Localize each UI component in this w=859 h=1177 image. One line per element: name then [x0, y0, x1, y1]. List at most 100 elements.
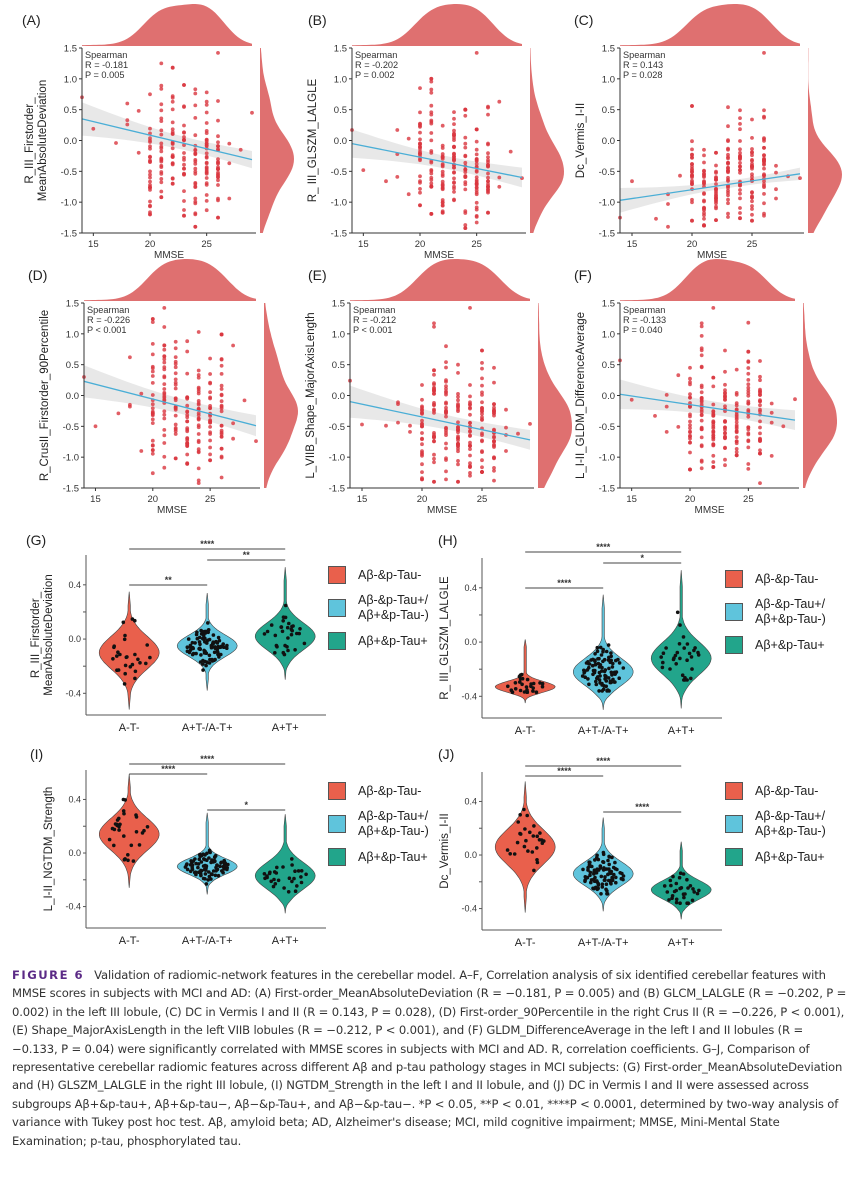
data-point [292, 876, 296, 881]
scatter-point [452, 165, 456, 170]
scatter-point [746, 378, 751, 382]
scatter-point [418, 174, 422, 179]
data-point [145, 643, 149, 647]
scatter-point [474, 147, 479, 152]
scatter-point [408, 423, 412, 428]
scatter-point [182, 199, 186, 203]
data-point [189, 859, 193, 863]
scatter-point [432, 381, 436, 386]
data-point [693, 646, 697, 650]
scatter-point [750, 150, 754, 155]
scatter-point [688, 414, 692, 419]
significance-label: * [640, 553, 644, 563]
scatter-point [486, 187, 490, 191]
legend-item-pos: Aβ+&p-Tau+ [725, 636, 826, 654]
data-point [612, 872, 616, 877]
data-point [539, 838, 544, 842]
legend-swatch-green [328, 632, 346, 650]
significance-label: **** [596, 542, 611, 552]
scatter-point [440, 203, 445, 208]
scatter-point [170, 127, 175, 132]
data-point [532, 868, 536, 873]
scatter-point [746, 391, 751, 395]
scatter-point [170, 142, 175, 146]
scatter-point [699, 435, 704, 440]
data-point [590, 663, 595, 668]
data-point [603, 673, 607, 678]
scatter-point [738, 206, 742, 210]
scatter-point [758, 425, 762, 430]
scatter-point [468, 471, 472, 475]
scatter-point [182, 83, 186, 87]
scatter-point [734, 439, 739, 444]
legend-item-pos: Aβ+&p-Tau+ [725, 848, 826, 866]
legend-swatch-red [328, 782, 346, 800]
scatter-point [444, 405, 448, 410]
x-tick-label: A+T-/A-T+ [578, 725, 629, 737]
scatter-point [193, 87, 198, 92]
scatter-point [150, 438, 155, 443]
scatter-point [474, 152, 479, 157]
violin-points [107, 797, 150, 863]
scatter-point [714, 189, 718, 194]
data-point [518, 688, 523, 693]
data-point [123, 633, 127, 638]
data-point [604, 679, 609, 683]
scatter-point [204, 110, 209, 115]
x-tick-label: 15 [90, 494, 101, 505]
scatter-point [714, 198, 718, 203]
scatter-point [750, 190, 754, 195]
scatter-point [746, 388, 751, 393]
scatter-point [432, 386, 436, 391]
data-point [276, 878, 281, 883]
scatter-point [219, 399, 224, 404]
scatter-point [159, 170, 164, 174]
scatter-point [456, 420, 460, 425]
scatter-point [420, 462, 424, 467]
data-point [596, 868, 601, 872]
scatter-point [738, 191, 742, 196]
scatter-point [480, 417, 484, 422]
data-point [611, 677, 615, 682]
scatter-point [159, 61, 164, 66]
legend-item-mixed: Aβ-&p-Tau+/Aβ+&p-Tau-) [725, 809, 826, 839]
scatter-point [762, 201, 766, 206]
significance-label: * [244, 800, 248, 810]
scatter-point [690, 162, 694, 166]
data-point [211, 869, 216, 873]
scatter-chart-b: -1.5 -1.0 -0.5 0.0 0.5 1.0 1.5 15 20 25 MMSE R_ III… [307, 4, 564, 261]
scatter-point [182, 155, 186, 160]
data-point [201, 668, 205, 672]
scatter-point [444, 446, 448, 451]
data-point [619, 876, 624, 881]
scatter-point [219, 372, 224, 376]
scatter-point [702, 198, 706, 203]
data-point [134, 815, 139, 819]
scatter-point [204, 169, 209, 174]
scatter-point [159, 144, 164, 149]
data-point [201, 658, 205, 663]
scatter-point [452, 144, 456, 149]
annotation-method: Spearman [87, 305, 129, 315]
data-point [296, 869, 301, 873]
data-point [528, 830, 532, 835]
scatter-point [746, 349, 751, 354]
scatter-point [204, 131, 209, 136]
scatter-point [150, 406, 155, 411]
scatter-point [702, 153, 706, 158]
scatter-point [173, 377, 178, 382]
data-point [678, 656, 682, 661]
violin-points [659, 610, 701, 682]
marginal-density-y-shape [260, 48, 294, 233]
data-point [208, 657, 212, 662]
data-point [195, 630, 199, 635]
data-point [207, 874, 212, 879]
scatter-point [711, 306, 716, 310]
scatter-point [474, 169, 479, 174]
marginal-density-x-shape [82, 4, 252, 46]
scatter-point [486, 104, 490, 109]
scatter-point [769, 420, 774, 425]
y-tick-label: 0.0 [68, 634, 81, 644]
data-point [204, 866, 208, 870]
data-point [287, 621, 291, 626]
